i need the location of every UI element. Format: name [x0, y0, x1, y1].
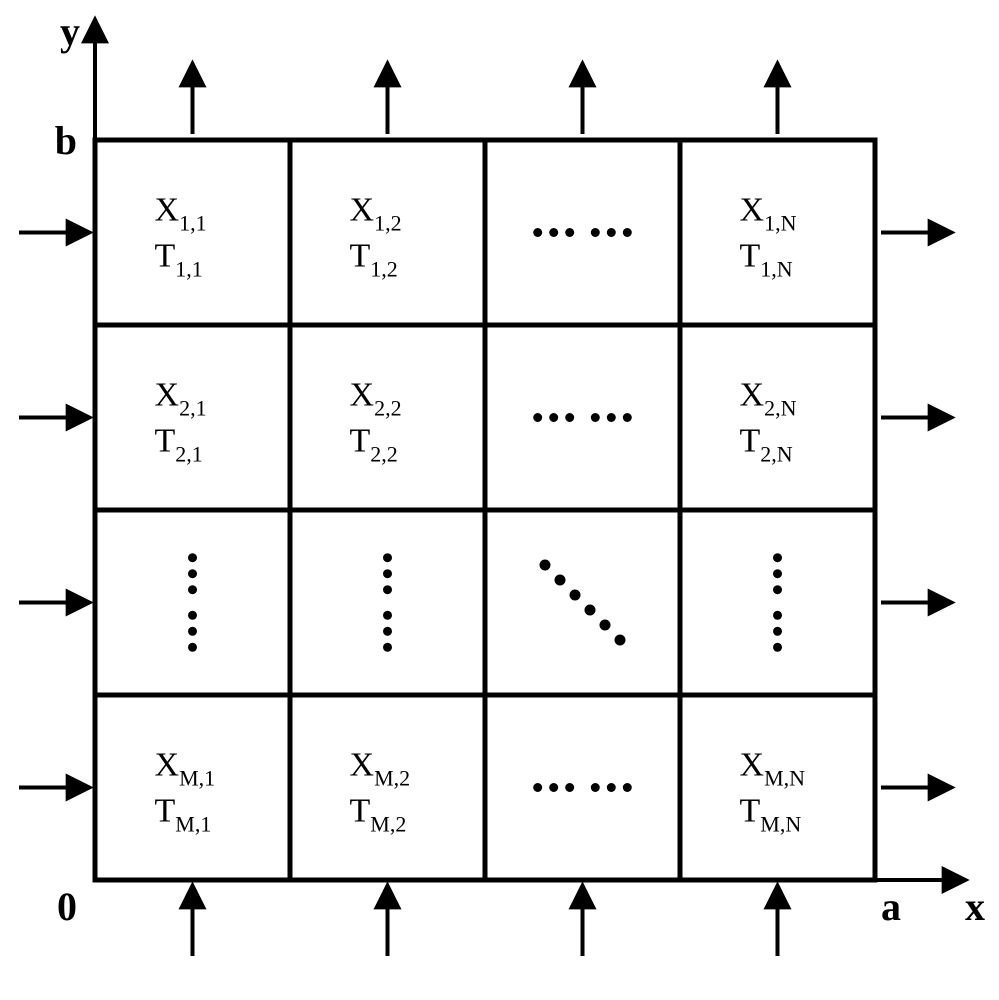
x-axis-label: x [965, 884, 985, 929]
origin-label: 0 [57, 884, 77, 929]
y-axis-label: y [60, 9, 80, 54]
grid-diagram: xy0abX1,1T1,1X1,2T1,2X1,NT1,NX2,1T2,1X2,… [0, 0, 999, 1000]
b-label: b [55, 118, 77, 163]
a-label: a [881, 884, 901, 929]
